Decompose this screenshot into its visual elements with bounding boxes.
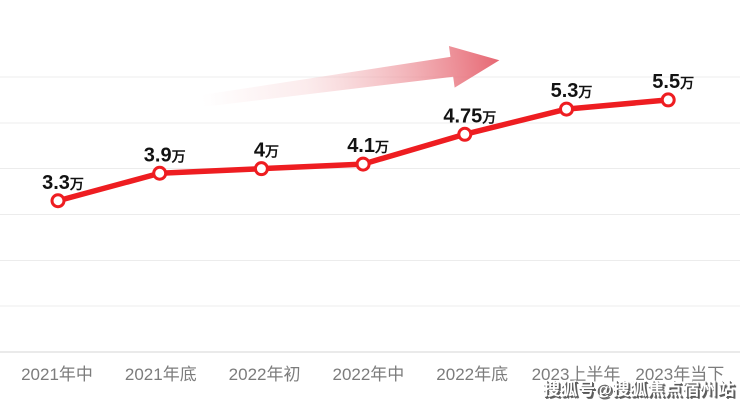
- trend-arrow: [201, 45, 500, 107]
- x-tick-label: 2021年中: [21, 365, 93, 384]
- x-axis-labels: 2021年中 2021年底 2022年初 2022年中 2022年底 2023上半年 202…: [21, 365, 724, 384]
- gridlines: [0, 76, 740, 353]
- data-point: [152, 165, 168, 181]
- data-point: [559, 101, 574, 117]
- value-label: 3.9万: [144, 144, 186, 166]
- value-label: 5.3万: [551, 80, 593, 102]
- data-point: [50, 193, 66, 209]
- value-label: 5.5万: [652, 71, 694, 93]
- x-tick-label: 2023年当下: [635, 365, 724, 384]
- x-tick-label: 2022年中: [332, 365, 404, 384]
- data-point: [355, 156, 371, 172]
- x-tick-label: 2022年初: [229, 365, 301, 384]
- data-point-markers: [50, 92, 676, 209]
- value-label: 4万: [254, 140, 279, 162]
- data-point: [660, 92, 676, 108]
- value-label: 4.75万: [443, 105, 496, 127]
- x-tick-label: 2022年底: [436, 365, 508, 384]
- data-point: [253, 161, 269, 177]
- x-tick-label: 2023上半年: [532, 365, 621, 384]
- data-point: [457, 126, 473, 142]
- value-label: 4.1万: [347, 135, 389, 157]
- value-labels: 3.3万 3.9万 4万 4.1万 4.75万 5.3万 5.5万: [42, 71, 694, 194]
- x-tick-label: 2021年底: [125, 365, 197, 384]
- value-label: 3.3万: [42, 172, 84, 194]
